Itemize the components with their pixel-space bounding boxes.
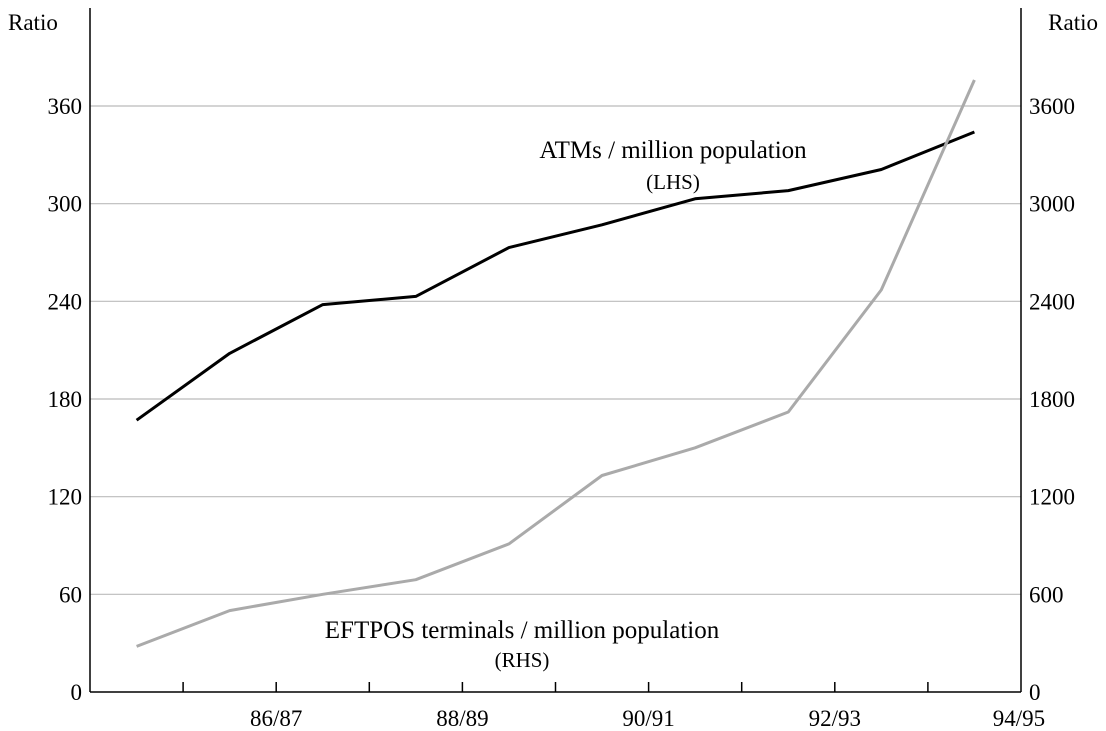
eftpos-series-label: EFTPOS terminals / million population (325, 617, 720, 644)
x-tick-label: 92/93 (809, 706, 861, 731)
right-y-tick-label: 0 (1029, 680, 1041, 705)
atm-axis-label: (LHS) (646, 170, 700, 194)
right-y-tick-label: 2400 (1029, 289, 1075, 314)
eftpos-series-line (136, 79, 976, 648)
gridlines (90, 105, 1021, 595)
atm-series-label: ATMs / million population (539, 137, 807, 164)
right-y-tick-label: 3600 (1029, 94, 1075, 119)
x-tick-label: 94/95 (993, 706, 1045, 731)
x-tick-label: 88/89 (436, 706, 488, 731)
left-y-tick-label: 360 (48, 94, 83, 119)
left-y-tick-label: 300 (48, 192, 83, 217)
left-y-tick-label: 180 (48, 387, 83, 412)
right-y-tick-label: 1200 (1029, 485, 1075, 510)
series-lines (135, 79, 976, 648)
right-axis-title: Ratio (1048, 10, 1098, 35)
x-tick-label: 86/87 (250, 706, 302, 731)
atm-series-line (135, 130, 975, 422)
left-axis-title: Ratio (8, 10, 58, 35)
left-y-tick-label: 0 (71, 680, 83, 705)
tick-labels: 86/87 88/89 90/91 92/93 94/95060120180240300… (48, 94, 1076, 731)
left-y-tick-label: 60 (59, 582, 82, 607)
right-y-tick-label: 600 (1029, 582, 1064, 607)
axes (89, 8, 1022, 693)
x-tick-label: 90/91 (622, 706, 674, 731)
left-y-tick-label: 120 (48, 485, 83, 510)
left-y-tick-label: 240 (48, 289, 83, 314)
right-y-tick-label: 1800 (1029, 387, 1075, 412)
right-y-tick-label: 3000 (1029, 192, 1075, 217)
eftpos-axis-label: (RHS) (495, 648, 550, 672)
